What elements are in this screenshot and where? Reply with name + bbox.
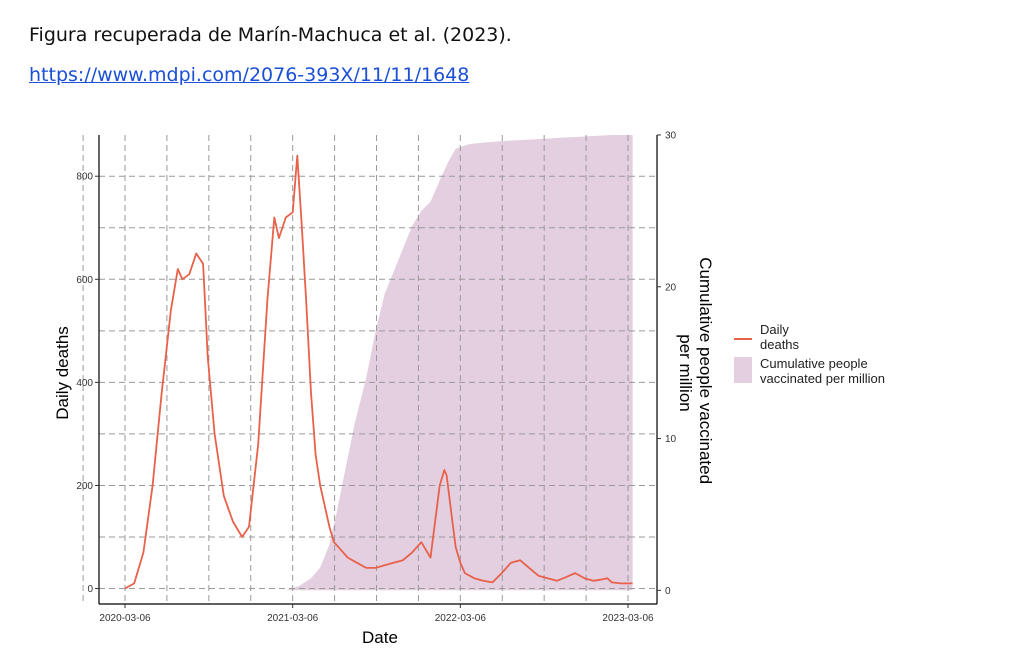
legend-area-label-2: vaccinated per million <box>760 371 885 386</box>
x-tick-label: 2021-03-06 <box>267 613 319 624</box>
x-tick-label: 2022-03-06 <box>435 613 487 624</box>
daily-deaths-line <box>124 154 633 590</box>
y-left-tick-label: 800 <box>76 172 93 183</box>
legend-area-swatch <box>734 357 752 383</box>
y-right-tick-label: 0 <box>665 586 671 597</box>
grid-layer <box>82 135 657 604</box>
x-axis-title: Date <box>362 628 398 647</box>
y-left-tick-label: 200 <box>76 481 93 492</box>
figure-caption: Figura recuperada de Marín-Machuca et al… <box>29 24 512 46</box>
x-tick-label: 2023-03-06 <box>602 613 654 624</box>
axes-layer: 0 200 400 600 800 0 10 20 30 2020-03-06 2021-03-06… <box>76 131 676 625</box>
area-layer <box>285 135 633 591</box>
y-left-tick-label: 600 <box>76 275 93 286</box>
legend-line-label-1: Daily <box>760 322 789 337</box>
legend: Daily deaths Cumulative people vaccinate… <box>734 322 885 386</box>
y-right-tick-label: 30 <box>665 131 677 142</box>
y-left-tick-label: 400 <box>76 378 93 389</box>
y-right-tick-label: 20 <box>665 282 677 293</box>
x-tick-label: 2020-03-06 <box>99 613 151 624</box>
y-axis-left-title: Daily deaths <box>53 326 72 420</box>
source-link[interactable]: https://www.mdpi.com/2076-393X/11/11/164… <box>29 64 470 86</box>
y-right-tick-label: 10 <box>665 434 677 445</box>
vaccination-area <box>285 135 633 591</box>
legend-area-label-1: Cumulative people <box>760 356 868 371</box>
y-left-tick-label: 0 <box>87 584 93 595</box>
line-layer <box>124 154 633 590</box>
legend-line-label-2: deaths <box>760 337 800 352</box>
y-axis-right-title: Cumulative people vaccinated per million <box>676 257 715 489</box>
